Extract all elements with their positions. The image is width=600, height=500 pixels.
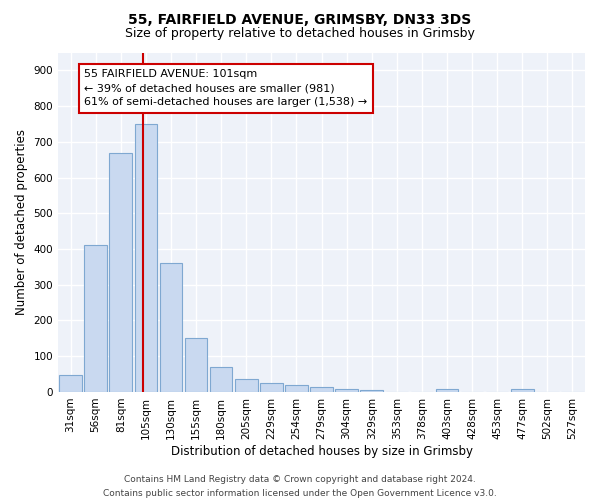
Bar xyxy=(160,264,182,392)
X-axis label: Distribution of detached houses by size in Grimsby: Distribution of detached houses by size … xyxy=(170,444,473,458)
Text: 55 FAIRFIELD AVENUE: 101sqm
← 39% of detached houses are smaller (981)
61% of se: 55 FAIRFIELD AVENUE: 101sqm ← 39% of det… xyxy=(85,70,368,108)
Y-axis label: Number of detached properties: Number of detached properties xyxy=(15,129,28,315)
Bar xyxy=(511,389,533,392)
Bar xyxy=(109,152,132,392)
Bar xyxy=(134,124,157,392)
Bar xyxy=(310,386,333,392)
Bar xyxy=(59,375,82,392)
Bar xyxy=(335,389,358,392)
Text: Contains HM Land Registry data © Crown copyright and database right 2024.
Contai: Contains HM Land Registry data © Crown c… xyxy=(103,476,497,498)
Text: 55, FAIRFIELD AVENUE, GRIMSBY, DN33 3DS: 55, FAIRFIELD AVENUE, GRIMSBY, DN33 3DS xyxy=(128,12,472,26)
Bar xyxy=(85,246,107,392)
Text: Size of property relative to detached houses in Grimsby: Size of property relative to detached ho… xyxy=(125,28,475,40)
Bar xyxy=(361,390,383,392)
Bar xyxy=(436,389,458,392)
Bar xyxy=(285,385,308,392)
Bar xyxy=(210,367,232,392)
Bar xyxy=(260,383,283,392)
Bar xyxy=(185,338,208,392)
Bar xyxy=(235,380,257,392)
